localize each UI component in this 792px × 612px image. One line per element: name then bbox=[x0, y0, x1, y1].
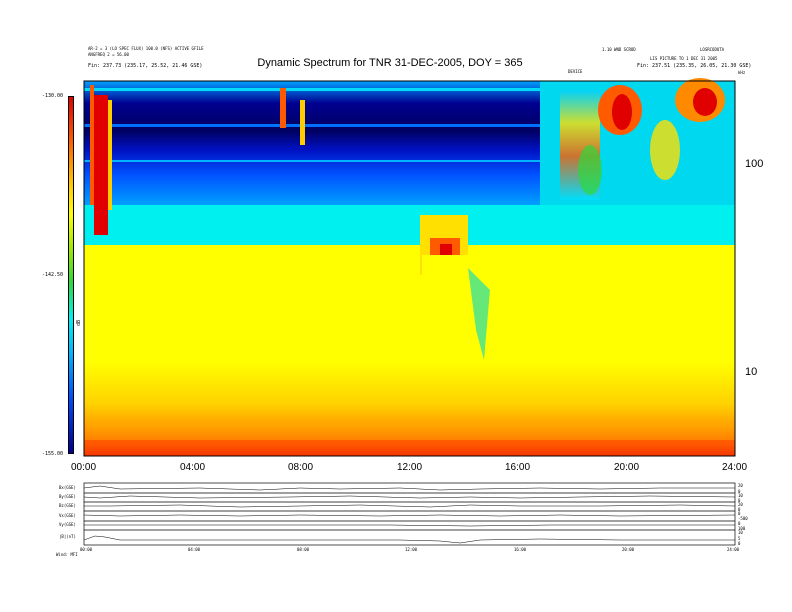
header-info-right-3: LOSRCODUTA bbox=[700, 47, 725, 52]
panel-tick-vy-bot: 100 bbox=[738, 526, 746, 531]
panel-tick-bx-bot: 0 bbox=[738, 489, 741, 494]
panel-time-tick-2000: 20:00 bbox=[622, 547, 635, 552]
panel-tick-bz-bot: 0 bbox=[738, 507, 741, 512]
panel-tick-b-top: 10 bbox=[738, 530, 743, 535]
chart-title: Dynamic Spectrum for TNR 31-DEC-2005, DO… bbox=[257, 57, 523, 69]
panel-tick-b-mid: 5 bbox=[738, 536, 741, 541]
panel-tick-bx-top: 20 bbox=[738, 483, 743, 488]
colorbar-tick-bottom: -155.00 bbox=[42, 451, 64, 457]
header-marker-label: DEVICE bbox=[568, 69, 583, 74]
panel-label-vy: Vy(GSE) bbox=[59, 522, 76, 527]
panel-tick-b-bot: 0 bbox=[738, 541, 741, 546]
panel-tick-by-bot: 0 bbox=[738, 498, 741, 503]
time-tick-0000: 00:00 bbox=[71, 462, 97, 473]
colorbar-tick-top: -130.00 bbox=[42, 93, 64, 99]
panel-time-tick-2400: 24:00 bbox=[727, 547, 740, 552]
panel-label-by: By(GSE) bbox=[59, 494, 76, 499]
panel-label-bx: Bx(GSE) bbox=[59, 485, 76, 490]
freq-unit-label: kHz bbox=[738, 70, 746, 75]
panel-tick-vy-top: 0 bbox=[738, 521, 741, 526]
time-tick-2400: 24:00 bbox=[722, 462, 748, 473]
panel-time-tick-1600: 16:00 bbox=[514, 547, 527, 552]
time-tick-0800: 08:00 bbox=[288, 462, 314, 473]
colorbar-tick-mid: -142.50 bbox=[42, 272, 64, 278]
header-fin-left: Fin: 237.73 (235.17, 25.52, 21.46 GSE) bbox=[88, 63, 203, 69]
panel-tick-by-top: 10 bbox=[738, 493, 743, 498]
panel-tick-vx-top: 0 bbox=[738, 511, 741, 516]
panel-time-tick-1200: 12:00 bbox=[405, 547, 418, 552]
panel-tick-bz-top: 20 bbox=[738, 502, 743, 507]
panel-label-bz: Bz(GSE) bbox=[59, 503, 76, 508]
header-info-left-1: AR-2 = 3 (LO SPEC FLUX) 100.0 (NFS) ACTI… bbox=[88, 46, 204, 51]
panel-time-tick-0400: 04:00 bbox=[188, 547, 201, 552]
spectrogram-image bbox=[84, 78, 735, 456]
time-tick-2000: 20:00 bbox=[614, 462, 640, 473]
freq-tick-100: 100 bbox=[745, 158, 764, 170]
panel-label-vx: Vx(GSE) bbox=[59, 513, 76, 518]
panel-time-tick-0800: 08:00 bbox=[297, 547, 310, 552]
freq-tick-10: 10 bbox=[745, 366, 758, 378]
time-tick-1600: 16:00 bbox=[505, 462, 531, 473]
panel-bottom-label: Wind: MFI bbox=[56, 552, 78, 557]
time-tick-0400: 04:00 bbox=[180, 462, 206, 473]
header-info-right-2: LIS PICTURE TO 1 DEC 31 2005 bbox=[650, 56, 718, 61]
panel-tick-vx-bot: -500 bbox=[738, 516, 748, 521]
panel-label-b: |B|(nT) bbox=[59, 534, 76, 539]
header-info-left-2: ANGFREQ 2 = 56.00 bbox=[88, 52, 129, 57]
panel-time-tick-0000: 00:00 bbox=[80, 547, 93, 552]
header-info-right-1: 1.10 WND SCROD bbox=[602, 47, 636, 52]
time-tick-1200: 12:00 bbox=[397, 462, 423, 473]
colorbar bbox=[68, 96, 74, 454]
header-fin-right: Fin: 237.51 (235.35, 26.05, 21.30 GSE) bbox=[637, 63, 752, 69]
